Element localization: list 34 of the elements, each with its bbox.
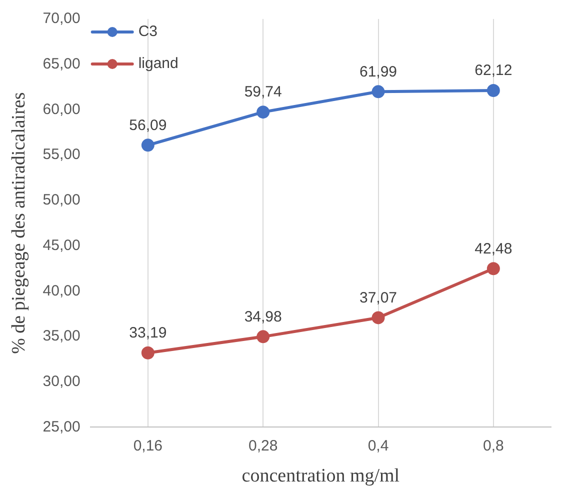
y-tick-label: 60,00 <box>42 100 80 118</box>
x-tick-label: 0,16 <box>133 437 163 454</box>
y-tick-label: 70,00 <box>42 10 80 28</box>
data-label: 62,12 <box>474 62 512 80</box>
point <box>372 311 385 324</box>
point <box>372 85 385 98</box>
point <box>141 346 154 360</box>
data-label: 34,98 <box>244 308 282 326</box>
point <box>486 84 500 97</box>
legend-label: C3 <box>138 23 158 40</box>
data-label: 59,74 <box>244 84 282 101</box>
x-tick-label: 0,4 <box>368 437 389 454</box>
point <box>486 262 500 276</box>
point <box>256 106 270 119</box>
point <box>141 138 154 152</box>
data-label: 33,19 <box>129 324 167 342</box>
y-tick-label: 30,00 <box>42 372 80 390</box>
y-tick-label: 55,00 <box>42 146 80 164</box>
y-tick-label: 35,00 <box>42 328 80 345</box>
y-tick-label: 25,00 <box>42 418 80 436</box>
x-tick-label: 0,8 <box>482 437 504 454</box>
point <box>256 330 270 344</box>
data-label: 42,48 <box>474 240 512 258</box>
y-tick-label: 50,00 <box>42 192 80 209</box>
y-tick-label: 65,00 <box>42 55 80 72</box>
y-tick-label: 45,00 <box>42 236 80 254</box>
y-axis-title: % de piegeage des antiradicalaires <box>8 92 30 354</box>
data-label: 56,09 <box>129 116 167 134</box>
legend-label: ligand <box>138 55 178 72</box>
data-label: 37,07 <box>359 289 398 306</box>
y-tick-label: 40,00 <box>42 282 80 300</box>
x-axis-title: concentration mg/ml <box>242 466 400 487</box>
x-tick-label: 0,28 <box>248 437 278 454</box>
data-label: 61,99 <box>359 63 398 80</box>
